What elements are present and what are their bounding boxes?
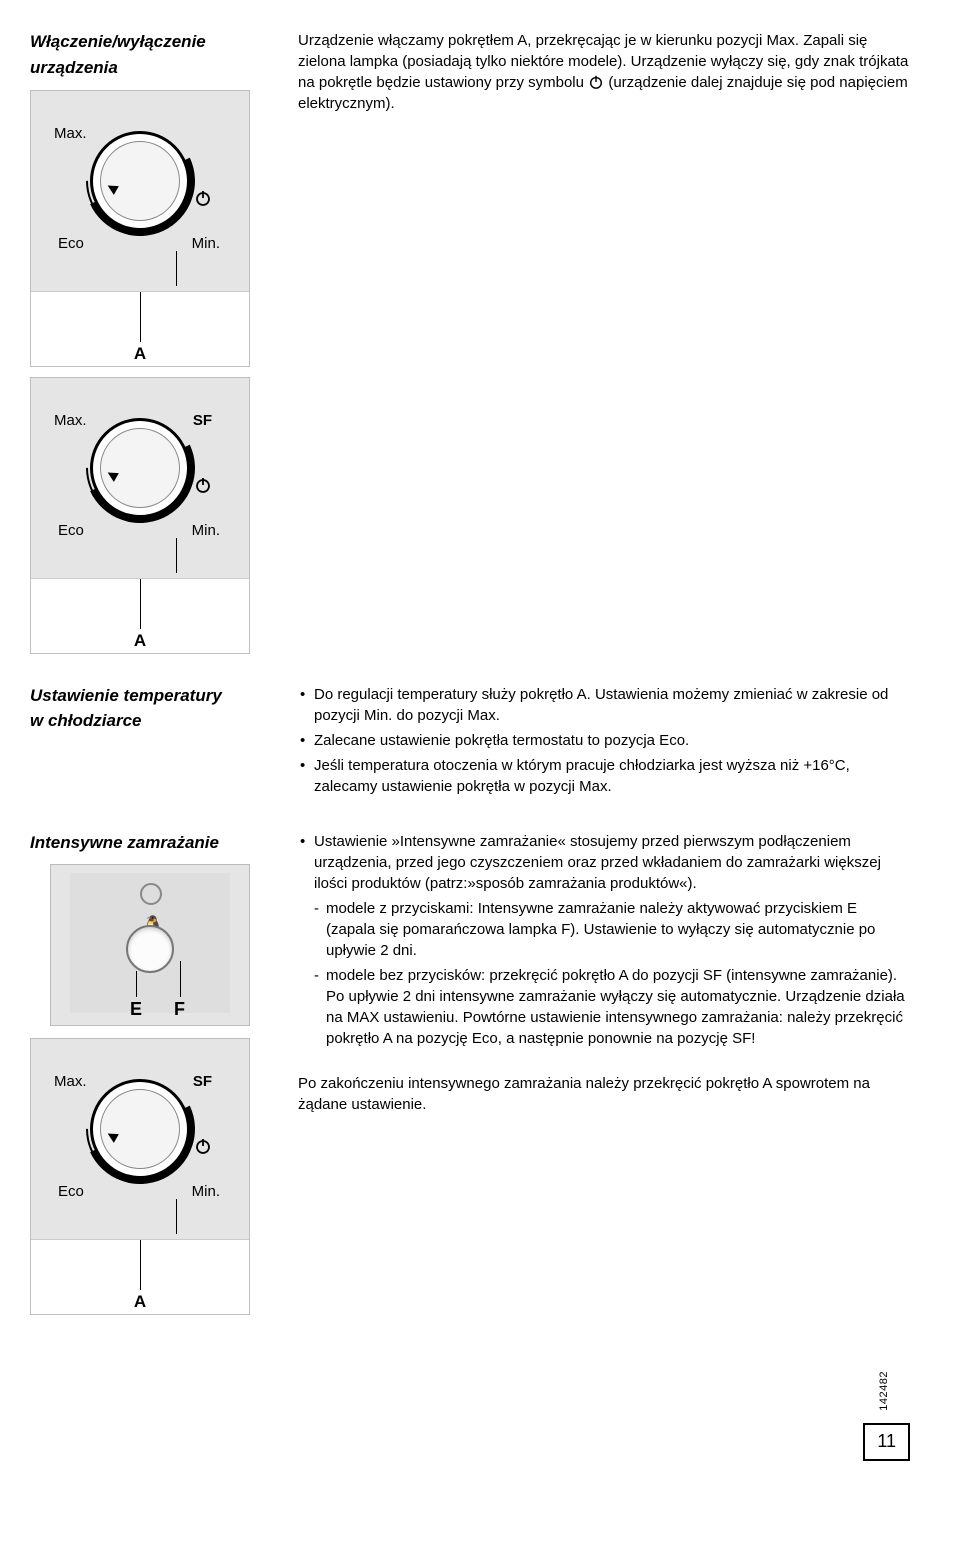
dial3-label-A: A: [134, 1290, 146, 1314]
dial2-label-eco: Eco: [58, 520, 84, 541]
section-temperature: Ustawienie temperatury w chłodziarce Do …: [30, 684, 910, 801]
section-power-toggle: Włączenie/wyłączenie urządzenia Max. Eco…: [30, 30, 910, 654]
s2-heading-l2: w chłodziarce: [30, 709, 270, 733]
dial3-label-eco: Eco: [58, 1181, 84, 1202]
s2-bullet-2: Zalecane ustawienie pokrętła termostatu …: [298, 730, 910, 751]
power-icon: [588, 74, 604, 90]
s1-text: Urządzenie włączamy pokrętłem A, przekrę…: [298, 30, 910, 654]
power-icon: [194, 476, 212, 494]
dial2-label-min: Min.: [192, 520, 220, 541]
s3-dash-1: modele z przyciskami: Intensywne zamraża…: [298, 898, 910, 961]
doc-code: 142482: [877, 1371, 892, 1411]
s3-closing: Po zakończeniu intensywnego zamrażania n…: [298, 1073, 910, 1115]
dial-panel-1: Max. Eco Min. A: [30, 90, 250, 367]
page-footer: 11: [30, 1423, 910, 1460]
s3-bullet-intro: Ustawienie »Intensywne zamrażanie« stosu…: [298, 831, 910, 894]
s3-dash-2: modele bez przycisków: przekręcić pokręt…: [298, 965, 910, 1049]
dial2-label-max: Max.: [54, 410, 87, 431]
s2-text: Do regulacji temperatury służy pokrętło …: [298, 684, 910, 801]
page-number: 11: [863, 1423, 910, 1460]
s2-bullet-1: Do regulacji temperatury służy pokrętło …: [298, 684, 910, 726]
s2-heading-l1: Ustawienie temperatury: [30, 684, 270, 708]
dial3-label-sf: SF: [193, 1071, 212, 1092]
dial2-label-sf: SF: [193, 410, 212, 431]
ef-label-F: F: [174, 997, 185, 1022]
s3-heading-l1: Intensywne zamrażanie: [30, 831, 270, 855]
dial1-label-eco: Eco: [58, 233, 84, 254]
s1-heading-l1: Włączenie/wyłączenie: [30, 30, 270, 54]
ef-label-E: E: [130, 997, 142, 1022]
s3-left: Intensywne zamrażanie 🐧 E F: [30, 831, 270, 1316]
power-icon: [194, 189, 212, 207]
power-icon: [194, 1137, 212, 1155]
dial2-label-A: A: [134, 629, 146, 653]
s2-bullet-3: Jeśli temperatura otoczenia w którym pra…: [298, 755, 910, 797]
dial1-label-A: A: [134, 342, 146, 366]
s3-text: Ustawienie »Intensywne zamrażanie« stosu…: [298, 831, 910, 1316]
dial3-label-min: Min.: [192, 1181, 220, 1202]
ef-buttons-panel: 🐧 E F: [50, 864, 250, 1026]
s1-heading-l2: urządzenia: [30, 56, 270, 80]
dial-panel-2: Max. SF Eco Min. A: [30, 377, 250, 654]
s1-left: Włączenie/wyłączenie urządzenia Max. Eco…: [30, 30, 270, 654]
dial3-label-max: Max.: [54, 1071, 87, 1092]
section-intensive-freeze: Intensywne zamrażanie 🐧 E F: [30, 831, 910, 1316]
dial1-label-max: Max.: [54, 123, 87, 144]
dial1-label-min: Min.: [192, 233, 220, 254]
dial-panel-3: Max. SF Eco Min. A: [30, 1038, 250, 1315]
s2-left: Ustawienie temperatury w chłodziarce: [30, 684, 270, 801]
